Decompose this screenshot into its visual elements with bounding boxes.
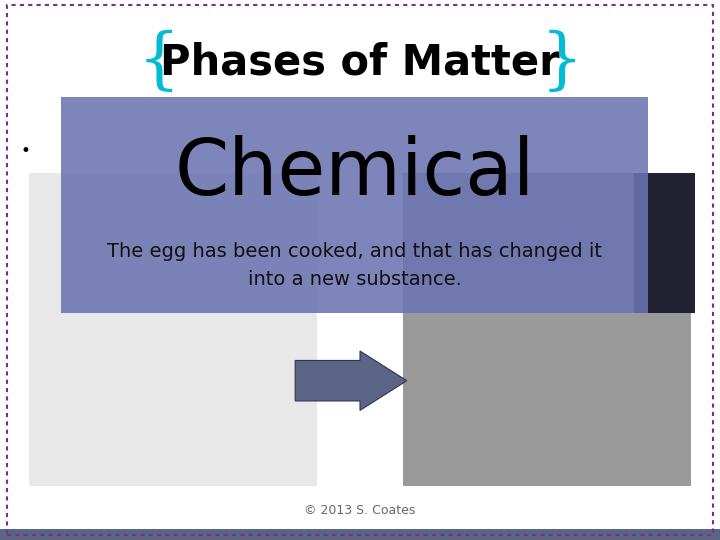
Text: {: {: [137, 30, 180, 94]
Text: Phases of Matter: Phases of Matter: [160, 41, 560, 83]
Bar: [0, 529, 720, 540]
Text: •: •: [20, 142, 30, 160]
Text: }: }: [540, 30, 583, 94]
Bar: [61, 97, 648, 313]
FancyArrow shape: [295, 351, 407, 410]
Text: © 2013 S. Coates: © 2013 S. Coates: [305, 504, 415, 517]
Bar: [29, 173, 317, 486]
Text: Chemical: Chemical: [174, 135, 535, 211]
Bar: [403, 173, 691, 486]
Bar: [634, 173, 695, 313]
Text: The egg has been cooked, and that has changed it
into a new substance.: The egg has been cooked, and that has ch…: [107, 242, 602, 289]
